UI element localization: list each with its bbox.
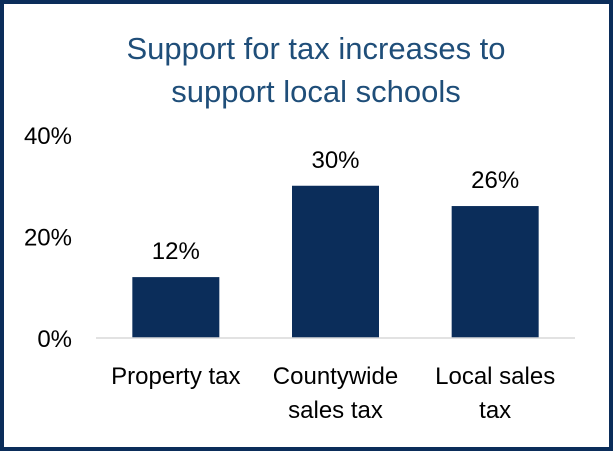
bar xyxy=(451,206,539,338)
bar xyxy=(132,277,220,338)
bar xyxy=(292,185,379,338)
data-label: 12% xyxy=(152,238,200,265)
category-label: Local sales xyxy=(435,363,555,390)
chart-title-line: Support for tax increases to xyxy=(126,31,505,66)
category-label: Property tax xyxy=(111,363,240,390)
chart-title: Support for tax increases to support loca… xyxy=(126,31,505,109)
y-tick-label: 40% xyxy=(24,123,72,150)
y-axis-ticks: 0% 20% 40% xyxy=(24,123,72,353)
category-label: tax xyxy=(479,397,511,424)
category-label: sales tax xyxy=(288,397,383,424)
bars xyxy=(132,185,539,338)
data-labels: 12% 30% 26% xyxy=(152,147,519,265)
y-tick-label: 0% xyxy=(37,326,72,353)
chart-title-line: support local schools xyxy=(171,74,461,109)
data-label: 26% xyxy=(471,167,519,194)
category-label: Countywide xyxy=(273,363,398,390)
category-labels: Property tax Countywide sales tax Local sal… xyxy=(111,363,555,424)
data-label: 30% xyxy=(311,147,359,174)
y-tick-label: 20% xyxy=(24,225,72,252)
